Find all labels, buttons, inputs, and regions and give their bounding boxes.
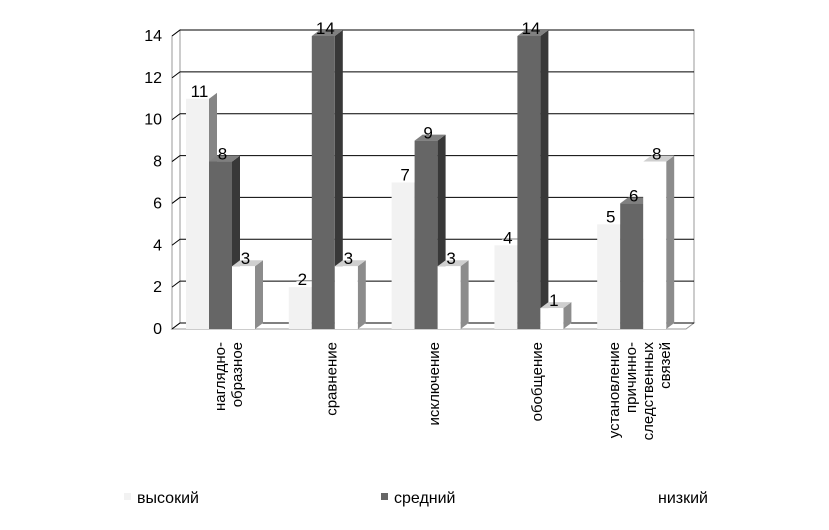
bar-1-0 bbox=[209, 161, 232, 329]
bar-top-2-0 bbox=[232, 260, 263, 267]
y-tick-label: 4 bbox=[153, 237, 162, 254]
category-label-4: причинно- bbox=[623, 342, 640, 413]
data-label-2-0: 3 bbox=[241, 249, 250, 268]
y-tick-label: 10 bbox=[144, 112, 162, 129]
bar-top-0-0 bbox=[186, 92, 217, 99]
category-label-3: обобщение bbox=[529, 342, 546, 421]
bar-2-4 bbox=[643, 161, 667, 329]
category-label-4: установление bbox=[606, 342, 623, 438]
y-tick-label: 14 bbox=[144, 28, 162, 45]
data-label-0-1: 2 bbox=[298, 270, 307, 289]
legend-swatch-1 bbox=[381, 493, 388, 500]
category-label-0: наглядно- bbox=[212, 342, 229, 411]
y-tick-label: 6 bbox=[153, 195, 162, 212]
y-tick-label: 2 bbox=[153, 279, 162, 296]
bar-0-2 bbox=[391, 182, 415, 329]
legend: высокий средний низкий bbox=[124, 490, 708, 507]
bar-1-2 bbox=[414, 140, 438, 329]
bar-side-2-3 bbox=[563, 302, 572, 329]
category-label-0: образное bbox=[229, 342, 246, 407]
legend-swatch-0 bbox=[124, 493, 131, 500]
bar-2-1 bbox=[334, 266, 358, 329]
data-label-0-3: 4 bbox=[503, 228, 512, 247]
bar-0-3 bbox=[494, 245, 518, 329]
bar-side-2-2 bbox=[460, 260, 469, 329]
legend-swatch-2 bbox=[645, 493, 652, 500]
data-label-2-1: 3 bbox=[344, 249, 353, 268]
bar-0-1 bbox=[288, 287, 312, 329]
data-label-0-2: 7 bbox=[400, 166, 409, 185]
data-label-1-2: 9 bbox=[423, 124, 432, 143]
category-labels: наглядно-образное сравнение исключение обоб… bbox=[212, 342, 674, 441]
bar-top-2-1 bbox=[334, 260, 366, 267]
bar-top-2-4 bbox=[643, 155, 675, 162]
data-label-0-4: 5 bbox=[606, 207, 615, 226]
data-label-0-0: 11 bbox=[191, 82, 209, 101]
bar-2-2 bbox=[437, 266, 461, 329]
bar-top-1-2 bbox=[414, 134, 446, 141]
bar-2-0 bbox=[232, 266, 255, 329]
y-tick-label: 12 bbox=[144, 70, 162, 87]
legend-label-1: средний bbox=[394, 490, 456, 507]
bar-1-4 bbox=[620, 203, 644, 329]
category-label-4: связей bbox=[657, 342, 674, 389]
category-label-2: исключение bbox=[426, 342, 443, 425]
legend-label-2: низкий bbox=[658, 490, 708, 507]
bar-1-1 bbox=[311, 36, 335, 329]
legend-label-0: высокий bbox=[137, 490, 199, 507]
bar-side-1-3 bbox=[540, 30, 549, 329]
data-label-1-1: 14 bbox=[316, 19, 335, 38]
bar-0-4 bbox=[597, 224, 621, 329]
bar-0-0 bbox=[186, 98, 209, 330]
data-label-1-0: 8 bbox=[218, 145, 227, 164]
data-label-1-3: 14 bbox=[521, 19, 540, 38]
bar-side-2-1 bbox=[357, 260, 366, 329]
data-label-1-4: 6 bbox=[629, 186, 638, 205]
y-axis-ticks: 0 2 4 6 8 10 12 14 bbox=[144, 28, 162, 338]
bars bbox=[186, 30, 675, 330]
bar-side-2-0 bbox=[255, 260, 263, 329]
bar-top-2-3 bbox=[540, 302, 572, 309]
data-label-2-2: 3 bbox=[446, 249, 455, 268]
category-label-4: следственных bbox=[640, 342, 657, 441]
bar-side-1-1 bbox=[334, 30, 343, 329]
data-label-2-3: 1 bbox=[549, 291, 558, 310]
bar-top-1-3 bbox=[517, 30, 549, 36]
bar-1-3 bbox=[517, 36, 541, 329]
bar-top-1-1 bbox=[311, 30, 343, 36]
bar-2-3 bbox=[540, 308, 564, 329]
y-tick-label: 8 bbox=[153, 154, 162, 171]
y-tick-label: 0 bbox=[153, 321, 162, 338]
bar-top-2-2 bbox=[437, 260, 469, 267]
category-label-1: сравнение bbox=[323, 342, 340, 416]
bar-side-2-4 bbox=[666, 155, 675, 329]
gridline bbox=[171, 29, 694, 37]
data-label-2-4: 8 bbox=[652, 145, 661, 164]
bar-top-1-0 bbox=[209, 155, 240, 162]
data-labels: 11 8 3 2 14 3 7 9 3 4 14 1 56 8 bbox=[191, 19, 662, 310]
